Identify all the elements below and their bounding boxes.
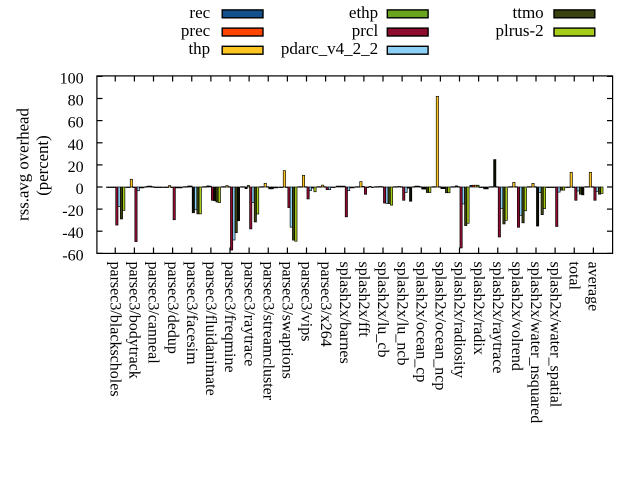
svg-text:ttmo: ttmo <box>513 3 544 22</box>
svg-text:parsec3/bodytrack: parsec3/bodytrack <box>126 262 143 379</box>
svg-text:parsec3/raytrace: parsec3/raytrace <box>240 262 257 367</box>
svg-text:splash2x/barnes: splash2x/barnes <box>336 262 353 364</box>
svg-text:splash2x/fft: splash2x/fft <box>355 262 372 338</box>
svg-text:plrus-2: plrus-2 <box>496 21 544 40</box>
svg-text:-20: -20 <box>62 203 83 220</box>
svg-text:average: average <box>585 262 602 312</box>
svg-text:pdarc_v4_2_2: pdarc_v4_2_2 <box>281 39 378 58</box>
svg-text:parsec3/facesim: parsec3/facesim <box>183 262 200 366</box>
svg-text:parsec3/vips: parsec3/vips <box>298 262 315 342</box>
svg-text:parsec3/swaptions: parsec3/swaptions <box>279 262 296 379</box>
svg-text:prec: prec <box>181 21 211 40</box>
svg-text:rec: rec <box>189 3 210 22</box>
svg-text:40: 40 <box>68 137 84 154</box>
svg-text:splash2x/lu_ncb: splash2x/lu_ncb <box>393 262 410 366</box>
svg-text:parsec3/blackscholes: parsec3/blackscholes <box>106 262 123 397</box>
svg-text:parsec3/dedup: parsec3/dedup <box>164 262 181 354</box>
svg-text:-60: -60 <box>62 247 83 264</box>
svg-text:ethp: ethp <box>349 3 378 22</box>
svg-text:parsec3/streamcluster: parsec3/streamcluster <box>259 262 276 401</box>
svg-text:parsec3/fluidanimate: parsec3/fluidanimate <box>202 262 219 396</box>
svg-text:splash2x/raytrace: splash2x/raytrace <box>489 262 506 374</box>
svg-text:splash2x/water_nsquared: splash2x/water_nsquared <box>527 262 544 424</box>
svg-text:splash2x/volrend: splash2x/volrend <box>508 262 525 371</box>
svg-text:splash2x/ocean_ncp: splash2x/ocean_ncp <box>432 262 449 391</box>
svg-text:80: 80 <box>68 93 84 110</box>
svg-text:parsec3/x264: parsec3/x264 <box>317 262 334 347</box>
svg-text:-40: -40 <box>62 225 83 242</box>
svg-text:100: 100 <box>60 70 84 87</box>
svg-text:total: total <box>565 262 582 291</box>
svg-text:(percent): (percent) <box>33 135 52 196</box>
svg-text:splash2x/ocean_cp: splash2x/ocean_cp <box>412 262 429 383</box>
svg-text:parsec3/freqmine: parsec3/freqmine <box>221 262 238 373</box>
svg-text:prcl: prcl <box>352 21 379 40</box>
svg-text:splash2x/water_spatial: splash2x/water_spatial <box>546 262 563 408</box>
svg-text:60: 60 <box>68 115 84 132</box>
svg-text:rss.avg overhead: rss.avg overhead <box>14 108 33 221</box>
svg-text:20: 20 <box>68 159 84 176</box>
svg-text:splash2x/radix: splash2x/radix <box>470 262 487 355</box>
svg-text:splash2x/lu_cb: splash2x/lu_cb <box>374 262 391 358</box>
svg-text:0: 0 <box>76 181 84 198</box>
svg-text:splash2x/radiosity: splash2x/radiosity <box>451 262 468 378</box>
svg-text:parsec3/canneal: parsec3/canneal <box>145 262 162 365</box>
svg-text:thp: thp <box>188 39 210 58</box>
